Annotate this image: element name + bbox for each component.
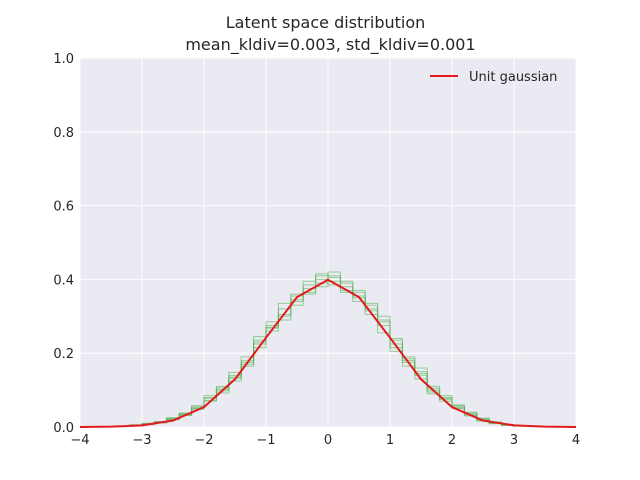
grid: [79, 57, 577, 428]
x-tick-label: −1: [256, 433, 275, 448]
legend-label-unit-gaussian: Unit gaussian: [469, 70, 557, 85]
y-tick-label: 0.2: [53, 347, 74, 362]
histogram-step: [129, 275, 515, 427]
x-tick-label: 0: [324, 433, 332, 448]
x-tick-label: 4: [572, 433, 580, 448]
x-tick-label: −2: [194, 433, 213, 448]
series-line-unit-gaussian: [79, 278, 577, 428]
y-tick-label: 0.4: [53, 273, 74, 288]
y-tick-label: 0.6: [53, 200, 74, 215]
x-tick-label: −3: [132, 433, 151, 448]
chart-title: Latent space distribution: [226, 13, 426, 32]
legend: Unit gaussian: [430, 70, 557, 85]
x-tick-label: 1: [386, 433, 394, 448]
x-tick-label: 3: [510, 433, 518, 448]
x-tick-label: −4: [70, 433, 89, 448]
y-tick-labels: 0.0 0.2 0.4 0.6 0.8 1.0: [53, 52, 74, 436]
series-lines: [79, 278, 577, 428]
x-tick-labels: −4 −3 −2 −1 0 1 2 3 4: [70, 433, 580, 448]
x-tick-label: 2: [448, 433, 456, 448]
y-tick-label: 1.0: [53, 52, 74, 67]
y-tick-label: 0.0: [53, 421, 74, 436]
chart-subtitle: mean_kldiv=0.003, std_kldiv=0.001: [185, 35, 475, 55]
y-tick-label: 0.8: [53, 126, 74, 141]
